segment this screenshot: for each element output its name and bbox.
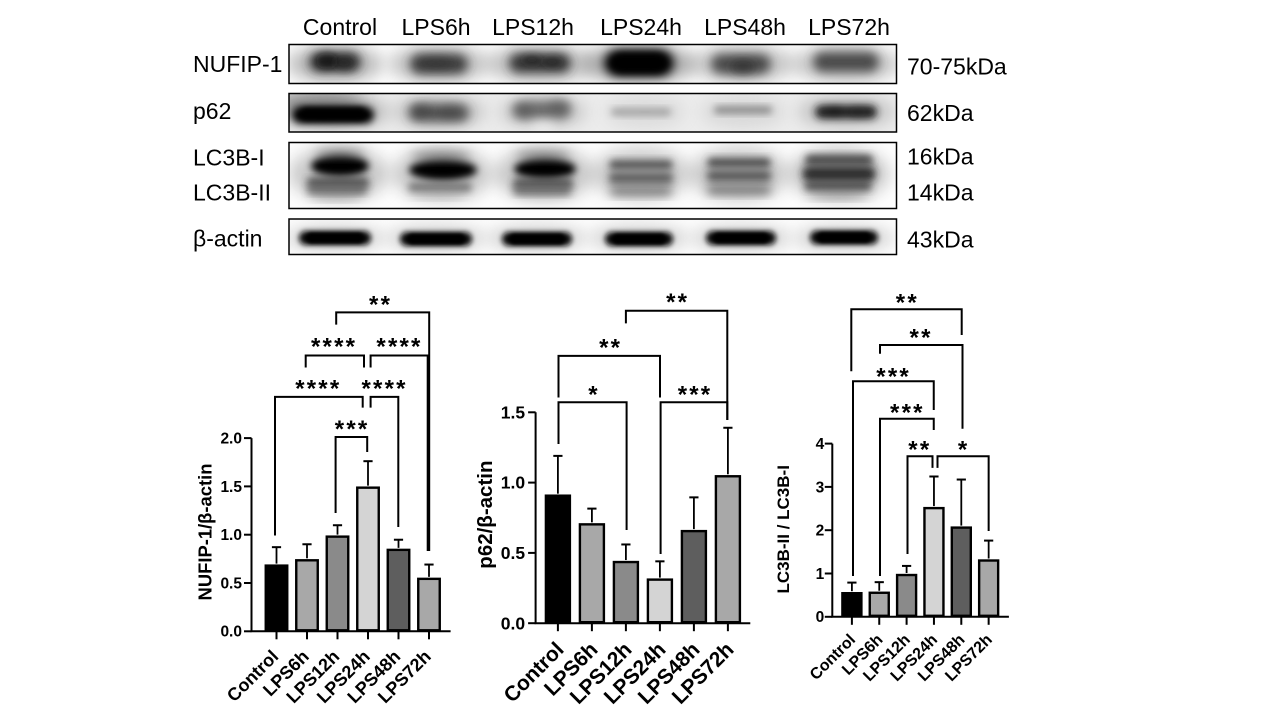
svg-text:0: 0 — [816, 609, 825, 626]
svg-text:1.5: 1.5 — [501, 402, 526, 422]
svg-text:LPS72h: LPS72h — [808, 14, 890, 40]
svg-text:0.5: 0.5 — [501, 543, 526, 563]
svg-text:1: 1 — [816, 566, 825, 583]
svg-text:****: **** — [295, 376, 341, 403]
svg-text:p62/β-actin: p62/β-actin — [474, 460, 497, 568]
svg-text:**: ** — [666, 289, 689, 316]
svg-text:2: 2 — [816, 523, 825, 540]
svg-text:NUFIP-1/β-actin: NUFIP-1/β-actin — [195, 464, 216, 601]
svg-text:***: *** — [890, 400, 925, 427]
svg-text:*: * — [958, 437, 970, 464]
svg-text:****: **** — [376, 334, 422, 361]
svg-text:1.5: 1.5 — [220, 479, 242, 496]
svg-text:**: ** — [910, 325, 933, 352]
svg-text:14kDa: 14kDa — [907, 180, 974, 206]
svg-text:****: **** — [311, 334, 357, 361]
svg-text:16kDa: 16kDa — [907, 144, 974, 170]
svg-text:LPS24h: LPS24h — [600, 14, 682, 40]
svg-text:0.5: 0.5 — [220, 575, 242, 592]
svg-text:43kDa: 43kDa — [907, 227, 974, 253]
svg-text:****: **** — [362, 376, 408, 403]
svg-text:2.0: 2.0 — [220, 431, 242, 448]
svg-text:LC3B-II: LC3B-II — [193, 180, 271, 206]
svg-text:**: ** — [908, 437, 931, 464]
svg-text:LC3B-II / LC3B-I: LC3B-II / LC3B-I — [774, 465, 793, 593]
svg-text:3: 3 — [816, 479, 825, 496]
svg-text:***: *** — [335, 416, 370, 443]
svg-text:*: * — [588, 382, 600, 409]
svg-text:LPS12h: LPS12h — [492, 14, 574, 40]
svg-text:LPS6h: LPS6h — [401, 14, 470, 40]
svg-text:LC3B-I: LC3B-I — [193, 145, 265, 171]
svg-text:LPS48h: LPS48h — [704, 14, 786, 40]
svg-text:62kDa: 62kDa — [907, 100, 974, 126]
svg-text:p62: p62 — [193, 98, 231, 124]
svg-text:***: *** — [678, 382, 713, 409]
svg-text:**: ** — [896, 290, 919, 317]
svg-text:70-75kDa: 70-75kDa — [907, 54, 1007, 80]
svg-text:β-actin: β-actin — [193, 226, 262, 252]
svg-text:1.0: 1.0 — [220, 527, 242, 544]
svg-text:0.0: 0.0 — [220, 624, 242, 641]
svg-text:***: *** — [876, 364, 911, 391]
svg-text:**: ** — [599, 335, 622, 362]
svg-text:4: 4 — [816, 436, 825, 453]
svg-text:0.0: 0.0 — [501, 613, 526, 633]
svg-text:1.0: 1.0 — [501, 473, 526, 493]
svg-text:NUFIP-1: NUFIP-1 — [193, 51, 282, 77]
svg-text:**: ** — [369, 292, 392, 319]
svg-text:Control: Control — [303, 14, 377, 40]
